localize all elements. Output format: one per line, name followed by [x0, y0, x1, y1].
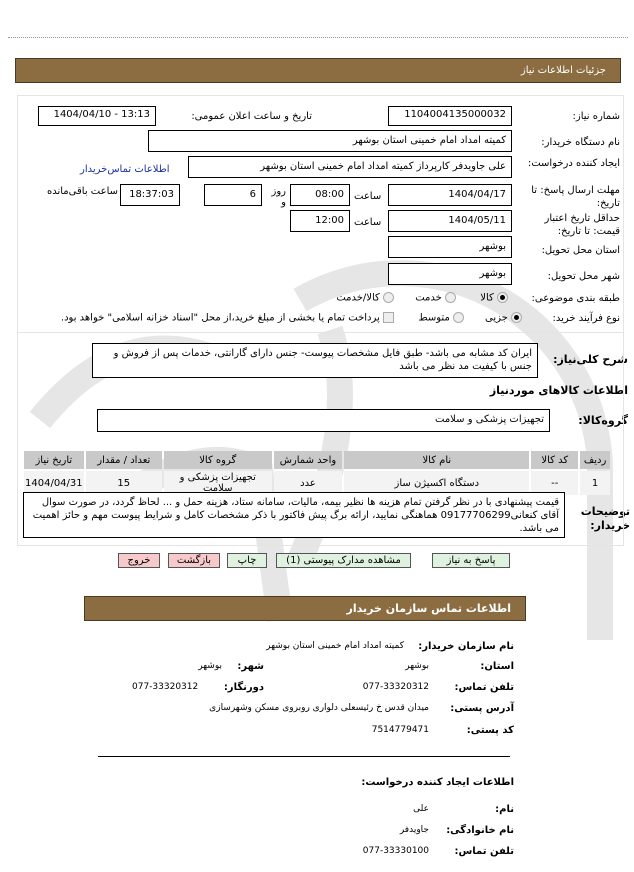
col-name: نام کالا — [344, 451, 530, 469]
contact-address-value: میدان قدس خ رئیسعلی دلواری روبروی مسکن و… — [209, 703, 429, 713]
contact-title: اطلاعات تماس سازمان خریدار — [346, 602, 511, 615]
deadline-time-label: ساعت — [354, 191, 382, 202]
contact-address-label: آدرس پستی: — [450, 703, 514, 714]
announce-label: تاریخ و ساعت اعلان عمومی: — [191, 111, 312, 122]
need-number-label: شماره نیاز: — [572, 111, 621, 122]
time-remaining-label: ساعت باقی‌مانده — [46, 186, 118, 197]
goods-table: ردیف کد کالا نام کالا واحد شمارش گروه کا… — [22, 449, 612, 497]
contact-province-label: استان: — [480, 661, 514, 672]
buyer-notes-label: توضیحات خریدار: — [580, 505, 630, 532]
radio-selected-icon[interactable] — [497, 292, 508, 303]
cell-name: دستگاه اکسیژن ساز — [344, 471, 530, 495]
col-quantity: تعداد / مقدار — [85, 451, 162, 469]
cell-group: تجهیزات پزشکی و سلامت — [163, 471, 272, 495]
cell-quantity: 15 — [85, 471, 162, 495]
creator-field[interactable]: علی جاویدفر کارپرداز کمیته امداد امام خم… — [188, 156, 512, 178]
back-button[interactable]: بازگشت — [168, 553, 220, 568]
category-option-goods[interactable]: کالا — [480, 292, 508, 304]
description-label: شرح کلی‌نیاز: — [553, 353, 628, 366]
validity-label: حداقل تاریخ اعتبار قیمت: تا تاریخ: — [544, 213, 620, 237]
requester-family-label: نام خانوادگی: — [446, 825, 514, 836]
buyer-contact-link[interactable]: اطلاعات تماس‌خریدار — [80, 164, 170, 175]
contact-fax-label: دورنگار: — [223, 682, 264, 693]
contact-org-label: نام سازمان خریدار: — [418, 641, 514, 652]
time-remaining-field[interactable]: 18:37:03 — [120, 184, 180, 206]
deadline-date-field[interactable]: 1404/04/17 — [388, 184, 512, 206]
contact-city-label: شهر: — [237, 661, 264, 672]
description-field[interactable]: ایران کد مشابه می باشد- طبق فایل مشخصات … — [92, 343, 538, 378]
days-remaining-field[interactable]: 6 — [204, 184, 262, 206]
deadline-time-field[interactable]: 08:00 — [290, 184, 350, 206]
announce-field[interactable]: 1404/04/10 - 13:13 — [38, 106, 156, 126]
contact-fax-value: 077-33320312 — [132, 682, 199, 692]
cell-unit: عدد — [273, 471, 343, 495]
contact-postal-label: کد پستی: — [466, 725, 514, 736]
requester-name-label: نام: — [495, 804, 514, 815]
buyer-org-field[interactable]: کمیته امداد امام خمینی استان بوشهر — [148, 130, 512, 152]
process-option-medium[interactable]: متوسط — [418, 312, 464, 324]
contact-header: اطلاعات تماس سازمان خریدار — [84, 596, 526, 621]
contact-org-value: کمیته امداد امام خمینی استان بوشهر — [266, 641, 404, 651]
creator-label: ایجاد کننده درخواست: — [527, 158, 620, 169]
category-option-service[interactable]: خدمت — [415, 292, 456, 304]
city-field[interactable]: بوشهر — [388, 263, 512, 285]
print-button[interactable]: چاپ — [227, 553, 267, 568]
radio-icon[interactable] — [453, 312, 464, 323]
col-row: ردیف — [580, 451, 610, 469]
validity-time-label: ساعت — [354, 217, 382, 228]
goods-group-label: گروه‌کالا: — [578, 414, 628, 427]
col-unit: واحد شمارش — [273, 451, 343, 469]
exit-button[interactable]: خروج — [118, 553, 160, 568]
contact-phone-value: 077-33320312 — [362, 682, 429, 692]
contact-postal-value: 7514779471 — [371, 725, 429, 735]
details-panel — [17, 330, 624, 546]
col-date: تاریخ نیاز — [24, 451, 84, 469]
radio-icon[interactable] — [383, 292, 394, 303]
process-option-minor[interactable]: جزیی — [485, 312, 522, 324]
checkbox-icon[interactable] — [383, 312, 394, 323]
divider — [8, 37, 628, 38]
requester-phone-value: 077-33330100 — [362, 846, 429, 856]
table-row: 1 -- دستگاه اکسیژن ساز عدد تجهیزات پزشکی… — [24, 471, 610, 495]
validity-date-field[interactable]: 1404/05/11 — [388, 210, 512, 232]
buyer-org-label: نام دستگاه خریدار: — [541, 137, 620, 148]
requester-title: اطلاعات ایجاد کننده درخواست: — [361, 777, 514, 788]
page-header: جزئیات اطلاعات نیاز — [15, 58, 621, 83]
cell-date: 1404/04/31 — [24, 471, 84, 495]
cell-code: -- — [531, 471, 579, 495]
requester-name-value: علی — [413, 804, 429, 814]
province-field[interactable]: بوشهر — [388, 236, 512, 258]
divider — [98, 756, 510, 757]
treasury-payment-option[interactable]: پرداخت تمام یا بخشی از مبلغ خرید،از محل … — [61, 312, 394, 324]
requester-family-value: جاویدفر — [399, 825, 429, 835]
process-label: نوع فرآیند خرید: — [552, 313, 621, 324]
requester-phone-label: تلفن تماس: — [454, 846, 514, 857]
col-code: کد کالا — [531, 451, 579, 469]
contact-province-value: بوشهر — [405, 661, 429, 671]
category-label: طبقه بندی موضوعی: — [531, 293, 620, 304]
deadline-label: مهلت ارسال پاسخ: تا تاریخ: — [531, 185, 620, 209]
cell-row: 1 — [580, 471, 610, 495]
category-option-goods-service[interactable]: کالا/خدمت — [336, 292, 394, 304]
days-label: روز و — [271, 186, 287, 208]
radio-icon[interactable] — [445, 292, 456, 303]
reply-button[interactable]: پاسخ به نیاز — [432, 553, 510, 568]
need-number-field[interactable]: 1104004135000032 — [388, 106, 512, 126]
page-title: جزئیات اطلاعات نیاز — [520, 65, 606, 76]
form-panel — [17, 95, 624, 333]
buyer-notes-field[interactable]: قیمت پیشنهادی با در نظر گرفتن تمام هزینه… — [23, 492, 565, 538]
city-label: شهر محل تحویل: — [547, 271, 620, 282]
goods-section-title: اطلاعات کالاهای موردنیاز — [489, 384, 628, 397]
col-group: گروه کالا — [163, 451, 272, 469]
radio-selected-icon[interactable] — [511, 312, 522, 323]
contact-phone-label: تلفن تماس: — [454, 682, 514, 693]
goods-group-field[interactable]: تجهیزات پزشکی و سلامت — [97, 409, 550, 432]
table-header-row: ردیف کد کالا نام کالا واحد شمارش گروه کا… — [24, 451, 610, 469]
province-label: استان محل تحویل: — [541, 245, 620, 256]
view-attachments-button[interactable]: مشاهده مدارک پیوستی (1) — [276, 553, 411, 568]
validity-time-field[interactable]: 12:00 — [290, 210, 350, 232]
contact-city-value: بوشهر — [198, 661, 222, 671]
